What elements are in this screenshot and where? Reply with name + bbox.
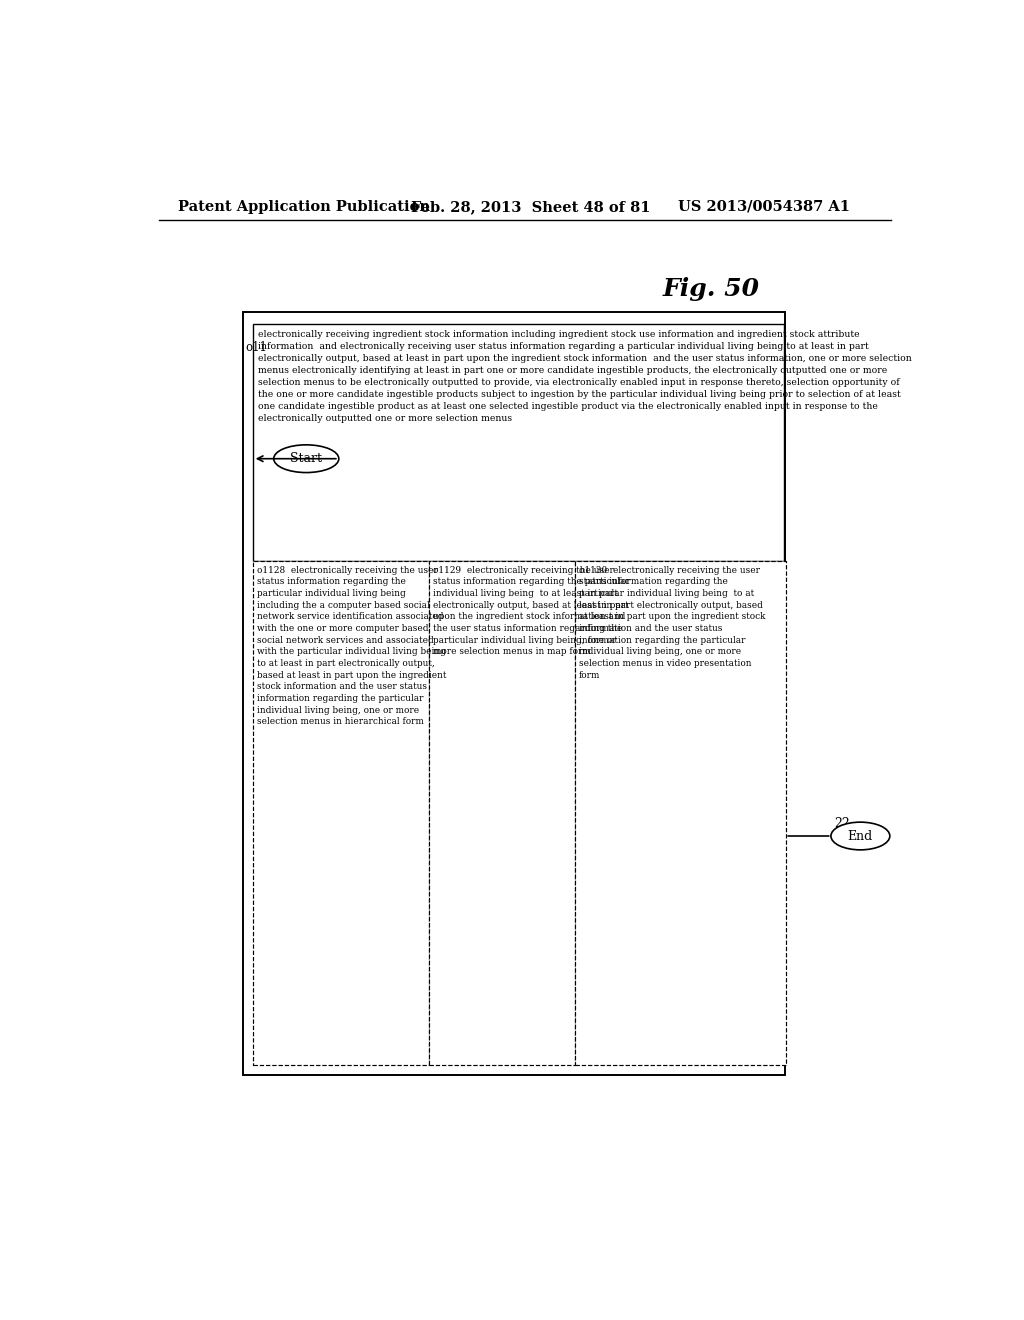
Text: electronically receiving ingredient stock information including ingredient stock: electronically receiving ingredient stoc… [258, 330, 912, 422]
Bar [253, 323, 784, 561]
Ellipse shape [273, 445, 339, 473]
Text: o1130  electronically receiving the user
status information regarding the
partic: o1130 electronically receiving the user … [579, 566, 765, 680]
Bar [243, 313, 785, 1074]
Text: Start: Start [290, 453, 323, 465]
Bar [429, 561, 575, 1065]
Ellipse shape [830, 822, 890, 850]
Text: Fig. 50: Fig. 50 [663, 277, 760, 301]
Text: US 2013/0054387 A1: US 2013/0054387 A1 [678, 199, 850, 214]
Bar [575, 561, 786, 1065]
Text: Feb. 28, 2013  Sheet 48 of 81: Feb. 28, 2013 Sheet 48 of 81 [411, 199, 650, 214]
Text: 22: 22 [834, 817, 850, 830]
Bar [253, 561, 429, 1065]
Text: o11: o11 [246, 341, 267, 354]
Text: Patent Application Publication: Patent Application Publication [178, 199, 430, 214]
Text: o1129  electronically receiving the user
status information regarding the partic: o1129 electronically receiving the user … [433, 566, 630, 656]
Text: End: End [848, 829, 873, 842]
Text: o1128  electronically receiving the user
status information regarding the
partic: o1128 electronically receiving the user … [257, 566, 446, 726]
